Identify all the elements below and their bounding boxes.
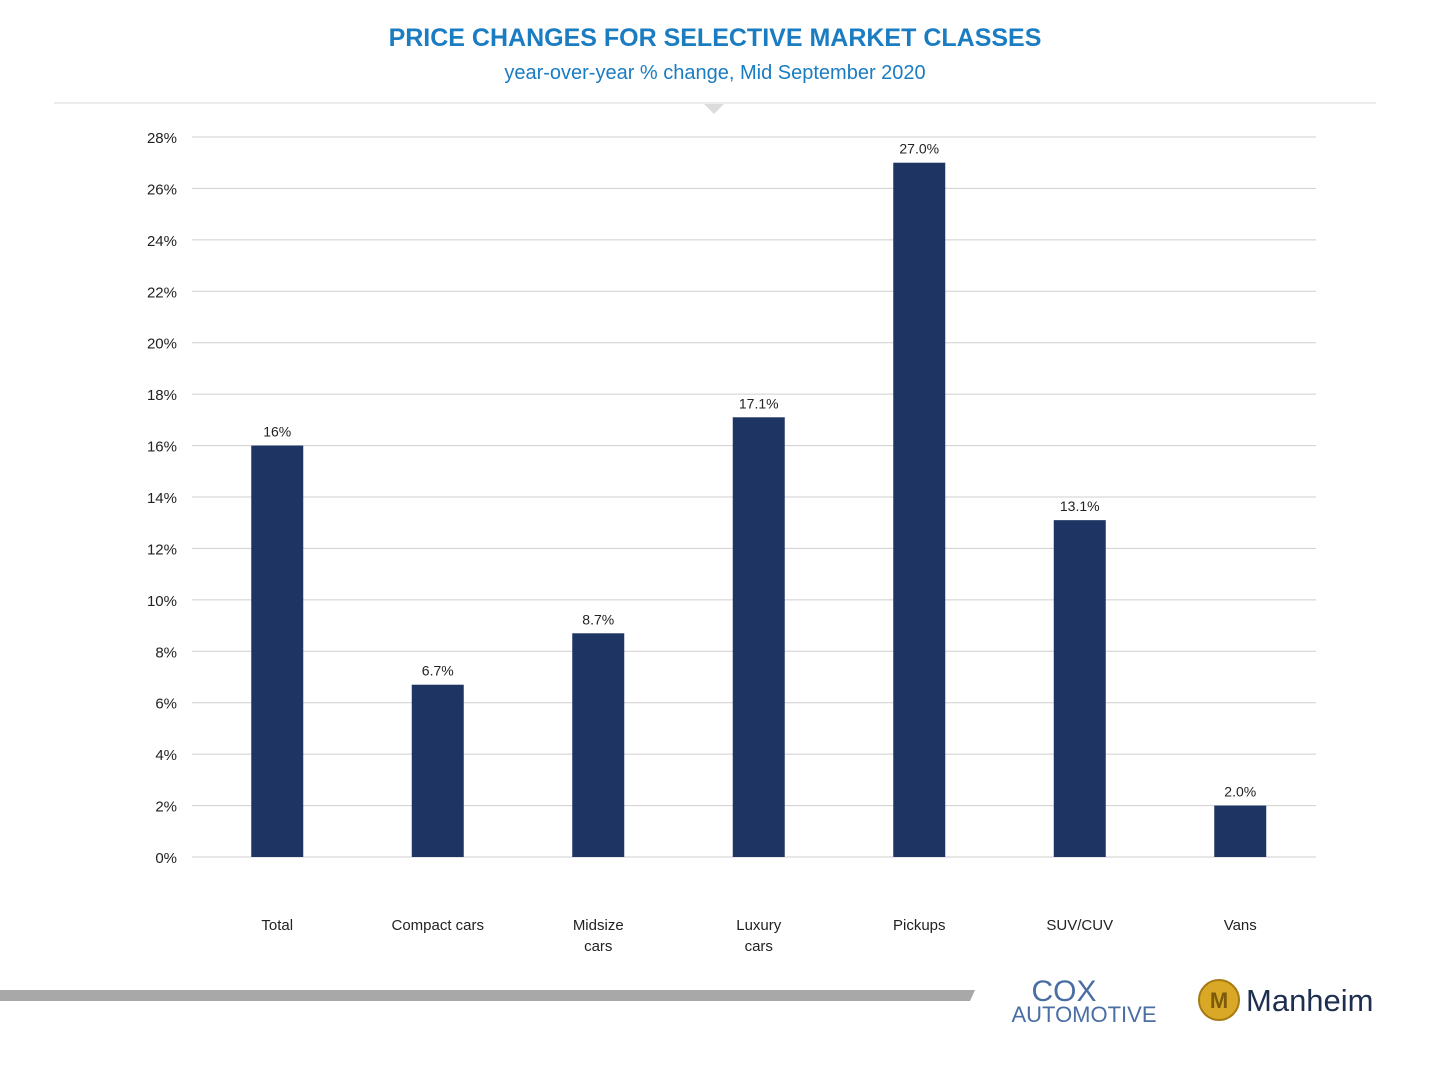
logo-manheim-badge [1198,979,1240,1021]
x-tick-label: Pickups [893,917,946,934]
y-tick-label: 12% [147,541,177,558]
x-tick-label: Total [261,917,293,934]
bar [1214,805,1267,857]
y-tick-label: 6% [155,696,177,713]
bar [893,162,946,857]
data-label: 17.1% [739,395,779,411]
y-tick-label: 0% [155,850,177,867]
bar [251,445,304,857]
data-label: 8.7% [582,611,614,627]
data-label: 16% [263,424,291,440]
x-tick-label: Midsize cars [573,917,624,955]
y-tick-label: 14% [147,490,177,507]
chart-subtitle: year-over-year % change, Mid September 2… [504,62,925,84]
y-tick-label: 22% [147,284,177,301]
x-tick-label: SUV/CUV [1046,917,1113,934]
y-tick-label: 16% [147,439,177,456]
data-label: 27.0% [899,141,939,157]
footer-bar [0,990,975,1001]
y-tick-label: 10% [147,593,177,610]
bar [411,684,464,857]
divider-chevron [704,104,724,114]
logo-automotive: AUTOMOTIVE [1011,1002,1156,1027]
x-tick-label: Luxury cars [736,917,782,955]
y-tick-label: 4% [155,747,177,764]
x-tick-label: Vans [1224,917,1257,934]
data-label: 6.7% [422,663,454,679]
logo-cox: COX [1031,975,1096,1008]
y-tick-label: 28% [147,130,177,147]
logo-manheim-m: M [1210,988,1228,1013]
data-label: 2.0% [1224,784,1256,800]
bar [572,633,625,857]
x-tick-label: Compact cars [391,917,484,934]
y-tick-label: 8% [155,644,177,661]
data-label: 13.1% [1060,498,1100,514]
bar [1053,520,1106,857]
bar [732,417,785,857]
y-tick-label: 26% [147,181,177,198]
logo-manheim: Manheim [1246,983,1374,1018]
y-tick-label: 24% [147,233,177,250]
y-tick-label: 18% [147,387,177,404]
chart-title: PRICE CHANGES FOR SELECTIVE MARKET CLASS… [389,24,1042,52]
y-tick-label: 2% [155,799,177,816]
y-tick-label: 20% [147,336,177,353]
